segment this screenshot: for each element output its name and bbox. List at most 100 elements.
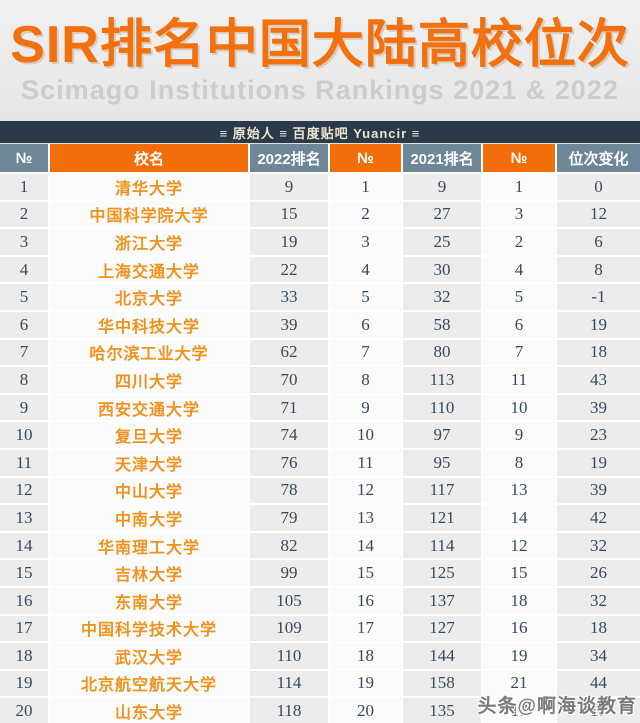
- value-cell: 135: [403, 696, 483, 723]
- value-cell: 58: [403, 309, 483, 338]
- value-cell: 7: [330, 337, 403, 366]
- table-row: 16 东南大学 105 16 137 18 32: [0, 585, 640, 614]
- page-title: SIR排名中国大陆高校位次: [10, 16, 630, 74]
- value-cell: 17: [483, 696, 557, 723]
- value-cell: 9: [330, 392, 403, 421]
- value-cell: 6: [557, 227, 640, 255]
- value-cell: 13: [330, 503, 403, 531]
- value-cell: 18: [557, 337, 640, 366]
- value-cell: 43: [557, 365, 640, 393]
- value-cell: 9: [483, 420, 557, 448]
- value-cell: 18: [483, 585, 557, 614]
- value-cell: 8: [483, 447, 557, 476]
- value-cell: 16: [330, 585, 403, 614]
- value-cell: 79: [250, 503, 330, 531]
- value-cell: 8: [557, 254, 640, 283]
- value-cell: 3: [483, 199, 557, 228]
- value-cell: 15: [250, 199, 330, 228]
- value-cell: 158: [403, 668, 483, 697]
- value-cell: 95: [403, 447, 483, 476]
- value-cell: 70: [250, 365, 330, 393]
- value-cell: 25: [403, 227, 483, 255]
- value-cell: 125: [403, 558, 483, 586]
- value-cell: 7: [483, 337, 557, 366]
- value-cell: 114: [403, 530, 483, 559]
- value-cell: 34: [557, 641, 640, 669]
- value-cell: 5: [330, 282, 403, 310]
- value-cell: 9: [0, 392, 50, 421]
- university-cell: 西安交通大学: [50, 392, 250, 421]
- value-cell: 19: [483, 641, 557, 669]
- value-cell: 4: [330, 254, 403, 283]
- value-cell: 19: [557, 309, 640, 338]
- table-header-row: № 校名 2022排名 № 2021排名 № 位次变化: [0, 143, 640, 173]
- value-cell: 39: [557, 475, 640, 504]
- value-cell: 16: [0, 585, 50, 614]
- value-cell: 42: [557, 503, 640, 531]
- value-cell: 27: [403, 199, 483, 228]
- value-cell: 19: [330, 668, 403, 697]
- value-cell: 14: [330, 530, 403, 559]
- value-cell: 10: [330, 420, 403, 448]
- university-cell: 北京大学: [50, 282, 250, 310]
- value-cell: 7: [0, 337, 50, 366]
- value-cell: 12: [557, 199, 640, 228]
- value-cell: 2: [330, 199, 403, 228]
- value-cell: 15: [483, 558, 557, 586]
- value-cell: 121: [403, 503, 483, 531]
- university-cell: 华中科技大学: [50, 309, 250, 338]
- table-row: 3 浙江大学 19 3 25 2 6: [0, 227, 640, 255]
- header-cell-6: 位次变化: [557, 144, 640, 173]
- value-cell: 13: [0, 503, 50, 531]
- ranking-table: № 校名 2022排名 № 2021排名 № 位次变化 1 清华大学 9 1 9 1 0 2 中国科学院大学…: [0, 143, 640, 723]
- table-row: 5 北京大学 33 5 32 5 -1: [0, 282, 640, 310]
- table-row: 4 上海交通大学 22 4 30 4 8: [0, 254, 640, 283]
- value-cell: 32: [557, 585, 640, 614]
- value-cell: 82: [250, 530, 330, 559]
- value-cell: 1: [483, 172, 557, 200]
- header-cell-5: №: [483, 144, 557, 173]
- university-cell: 上海交通大学: [50, 254, 250, 283]
- value-cell: 110: [250, 641, 330, 669]
- university-cell: 浙江大学: [50, 227, 250, 255]
- value-cell: -1: [557, 282, 640, 310]
- university-cell: 吉林大学: [50, 558, 250, 586]
- value-cell: 71: [250, 392, 330, 421]
- value-cell: 80: [403, 337, 483, 366]
- value-cell: 14: [0, 530, 50, 559]
- value-cell: 5: [483, 282, 557, 310]
- value-cell: 19: [557, 447, 640, 476]
- value-cell: 118: [250, 696, 330, 723]
- value-cell: 6: [483, 309, 557, 338]
- table-row: 14 华南理工大学 82 14 114 12 32: [0, 530, 640, 559]
- value-cell: 12: [483, 530, 557, 559]
- value-cell: 32: [403, 282, 483, 310]
- table-row: 11 天津大学 76 11 95 8 19: [0, 447, 640, 476]
- value-cell: 76: [250, 447, 330, 476]
- value-cell: 113: [403, 365, 483, 393]
- value-cell: 20: [0, 696, 50, 723]
- value-cell: 20: [330, 696, 403, 723]
- value-cell: 1: [0, 172, 50, 200]
- value-cell: 78: [250, 475, 330, 504]
- hero-section: SIR排名中国大陆高校位次 Scimago Institutions Ranki…: [0, 0, 640, 121]
- value-cell: 3: [330, 227, 403, 255]
- table-body: 1 清华大学 9 1 9 1 0 2 中国科学院大学 15 2 27 3 12 3 浙江大学 19 3 25 2 6 4 上…: [0, 172, 640, 723]
- value-cell: 4: [0, 254, 50, 283]
- value-cell: 33: [250, 282, 330, 310]
- table-row: 17 中国科学技术大学 109 17 127 16 18: [0, 613, 640, 642]
- value-cell: 2: [483, 227, 557, 255]
- value-cell: 117: [403, 475, 483, 504]
- value-cell: 8: [330, 365, 403, 393]
- value-cell: 11: [330, 447, 403, 476]
- value-cell: 39: [250, 309, 330, 338]
- value-cell: 4: [483, 254, 557, 283]
- value-cell: 137: [403, 585, 483, 614]
- value-cell: 9: [403, 172, 483, 200]
- value-cell: 114: [250, 668, 330, 697]
- value-cell: 12: [0, 475, 50, 504]
- value-cell: 99: [250, 558, 330, 586]
- university-cell: 华南理工大学: [50, 530, 250, 559]
- value-cell: 39: [557, 392, 640, 421]
- university-cell: 天津大学: [50, 447, 250, 476]
